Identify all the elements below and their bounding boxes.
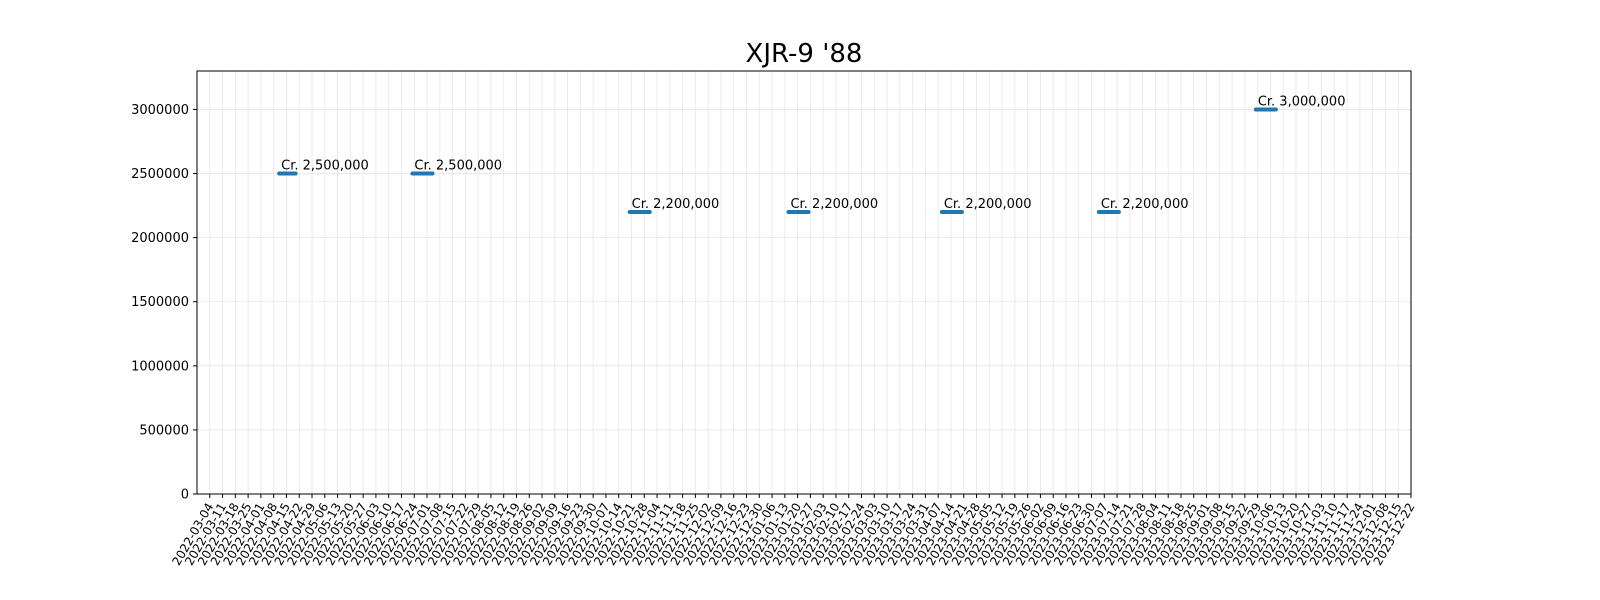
grid-layer — [197, 71, 1412, 495]
y-axis: 0 500000 1000000 1500000 2000000 2500000 30000… — [131, 103, 197, 503]
price-data-label: Cr. 2,200,000 — [944, 197, 1032, 212]
chart-title: XJR-9 '88 — [746, 39, 863, 69]
y-tick-label: 1500000 — [131, 295, 189, 310]
price-data-label: Cr. 2,200,000 — [790, 197, 878, 212]
y-tick-label: 2500000 — [131, 167, 189, 182]
y-tick-label: 3000000 — [131, 103, 189, 118]
y-tick-label: 1000000 — [131, 359, 189, 374]
price-data-label: Cr. 2,200,000 — [1101, 197, 1189, 212]
y-tick-label: 2000000 — [131, 231, 189, 246]
plot-frame — [196, 70, 1412, 495]
x-axis: 2022-03-042022-03-112022-03-182022-03-25… — [169, 494, 1418, 568]
y-tick-label: 500000 — [139, 423, 189, 438]
series-layer: Cr. 2,500,000 Cr. 2,500,000 Cr. 2,200,000 C… — [277, 94, 1346, 214]
y-tick-label: 0 — [181, 488, 189, 503]
price-data-label: Cr. 2,200,000 — [632, 197, 720, 212]
price-data-label: Cr. 2,500,000 — [281, 159, 369, 174]
price-data-label: Cr. 3,000,000 — [1258, 94, 1346, 109]
price-data-label: Cr. 2,500,000 — [414, 159, 502, 174]
